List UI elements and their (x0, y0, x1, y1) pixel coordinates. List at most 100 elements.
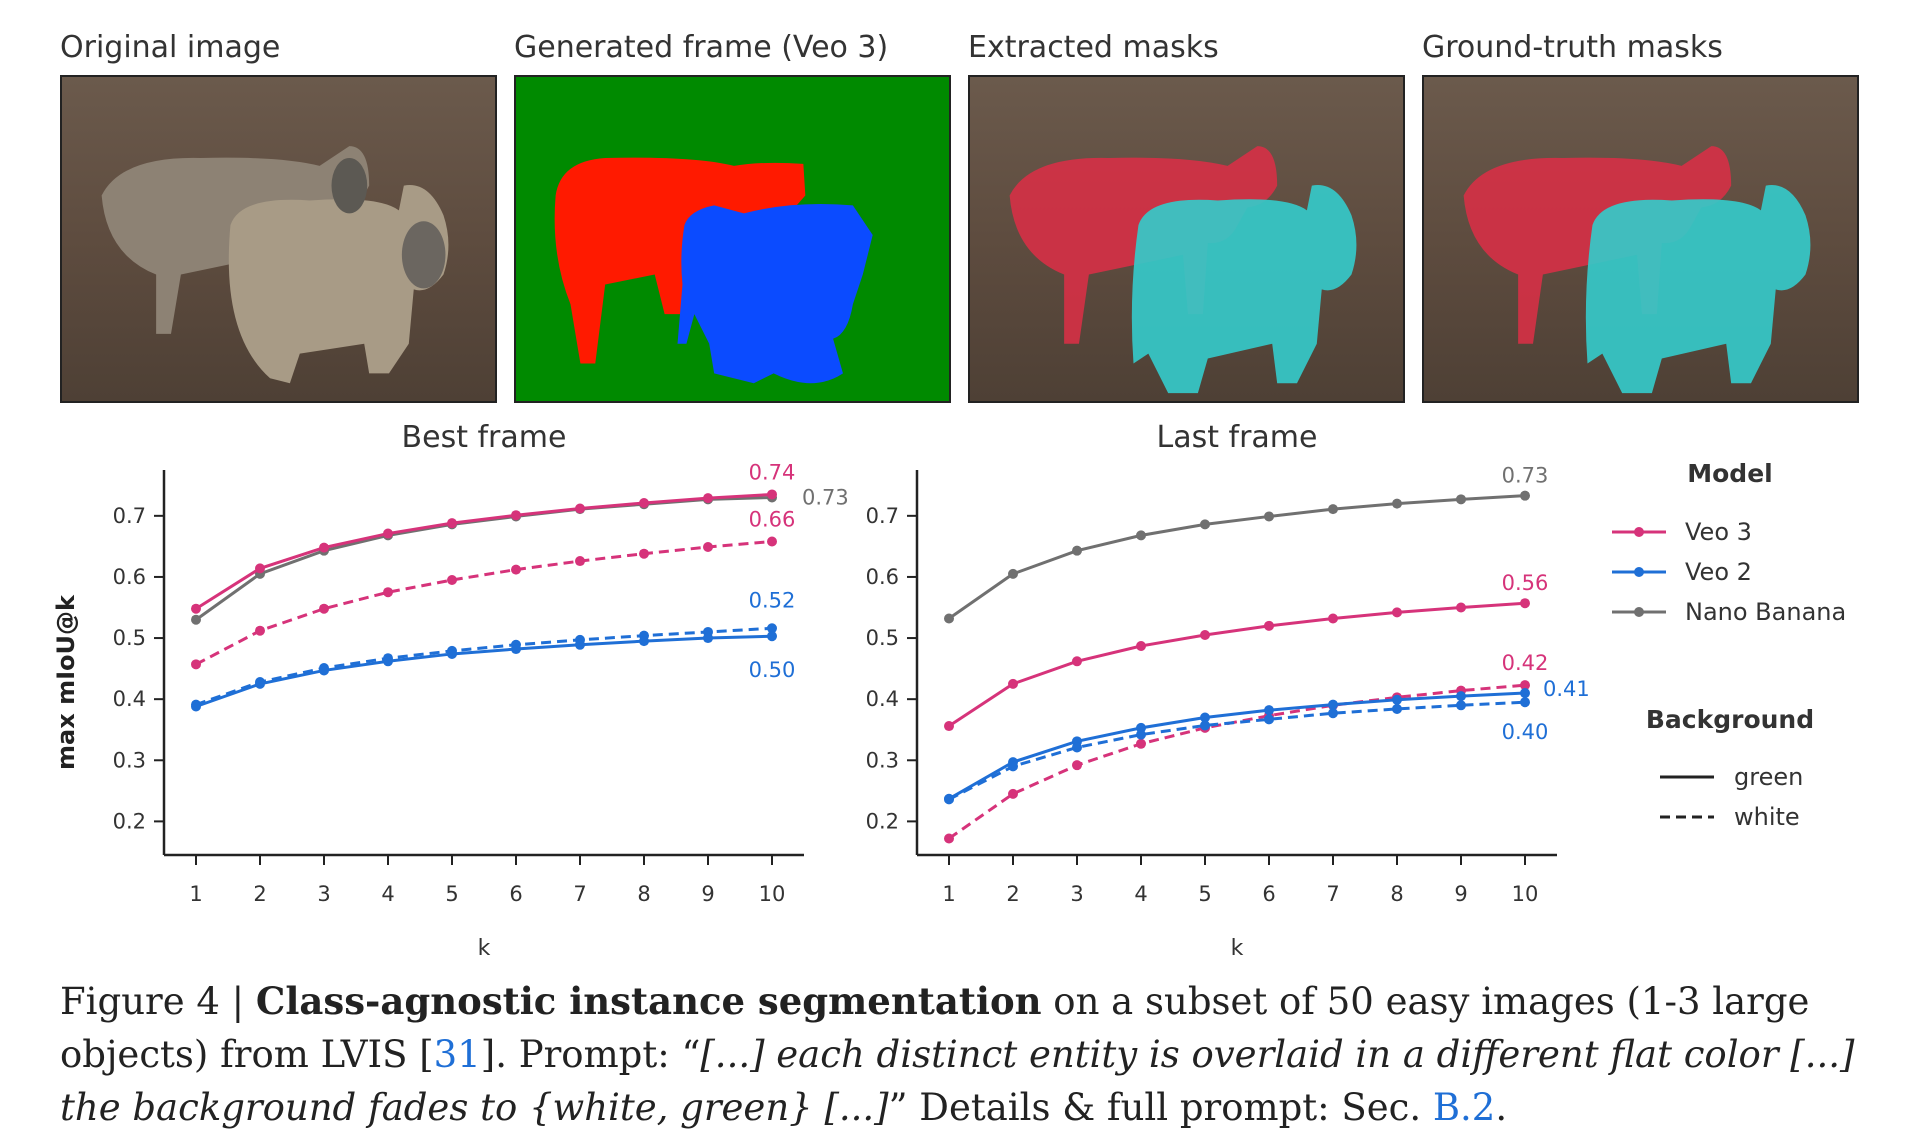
data-point (703, 542, 713, 552)
data-point (191, 659, 201, 670)
data-point (319, 542, 329, 553)
series-line (948, 494, 1526, 620)
series-line (195, 492, 773, 610)
data-point (639, 498, 649, 508)
y-tick-label: 0.4 (866, 687, 899, 711)
x-tick-label: 6 (1262, 882, 1275, 906)
data-point (511, 510, 521, 521)
x-axis-label: k (1231, 936, 1244, 960)
ground-truth-masks (1422, 75, 1859, 403)
data-point (1328, 504, 1338, 515)
data-point (575, 639, 585, 650)
data-point (1264, 620, 1274, 631)
data-point (255, 625, 265, 636)
x-tick-label: 5 (1198, 882, 1211, 906)
caption-text: ]. Prompt: “ (480, 1033, 701, 1076)
data-point (1200, 519, 1210, 530)
data-point (1392, 703, 1402, 714)
y-tick-label: 0.7 (866, 504, 899, 528)
caption-ref-link[interactable]: 31 (433, 1033, 481, 1076)
data-point (447, 518, 457, 529)
data-point (1008, 761, 1018, 772)
legend-marker (1634, 527, 1644, 537)
x-tick-label: 9 (1454, 882, 1467, 906)
data-point (1072, 545, 1082, 556)
data-point (191, 701, 201, 712)
x-tick-label: 8 (637, 882, 650, 906)
x-tick-label: 1 (942, 882, 955, 906)
data-point (639, 548, 649, 559)
data-point (767, 631, 777, 642)
data-point (944, 833, 954, 844)
data-point (447, 575, 457, 585)
caption-text: ” Details & full prompt: Sec. (888, 1086, 1433, 1129)
x-tick-label: 10 (1512, 882, 1539, 906)
chart-title-last-frame: Last frame (1156, 420, 1318, 455)
series-line (948, 700, 1526, 801)
data-point (1136, 641, 1146, 651)
data-point (511, 564, 521, 575)
end-value-label: 0.50 (749, 658, 796, 682)
end-value-label: 0.73 (802, 486, 849, 510)
extracted-masks (968, 75, 1405, 403)
end-value-label: 0.56 (1502, 571, 1549, 595)
data-point (1520, 680, 1530, 691)
x-tick-label: 9 (701, 882, 714, 906)
data-point (1456, 494, 1466, 505)
legend-background-title: Background (1646, 705, 1814, 734)
x-tick-label: 3 (317, 882, 330, 906)
data-point (1200, 712, 1210, 723)
original-image (60, 75, 497, 403)
y-tick-label: 0.3 (113, 748, 146, 772)
data-point (1008, 568, 1018, 579)
x-tick-label: 2 (253, 882, 266, 906)
figure-caption: Figure 4 | Class-agnostic instance segme… (60, 975, 1875, 1134)
data-point (1328, 699, 1338, 710)
data-point (944, 613, 954, 624)
x-tick-label: 1 (189, 882, 202, 906)
y-tick-label: 0.5 (113, 626, 146, 650)
data-point (447, 648, 457, 659)
data-point (1136, 530, 1146, 541)
y-tick-label: 0.6 (113, 565, 146, 589)
caption-bold-title: Class-agnostic instance segmentation (255, 979, 1042, 1023)
data-point (1264, 705, 1274, 716)
data-point (703, 633, 713, 644)
data-point (944, 721, 954, 732)
data-point (639, 636, 649, 647)
end-value-label: 0.52 (749, 588, 796, 612)
data-point (255, 563, 265, 574)
data-point (1456, 700, 1466, 711)
series-line (948, 683, 1526, 840)
data-point (1200, 720, 1210, 731)
series-line (948, 601, 1526, 728)
data-point (575, 503, 585, 514)
y-tick-label: 0.3 (866, 748, 899, 772)
legend-label: Veo 2 (1685, 558, 1752, 586)
legend-label: Veo 3 (1685, 518, 1752, 546)
y-tick-label: 0.2 (113, 809, 146, 833)
data-point (1264, 714, 1274, 725)
caption-text: . (1495, 1086, 1508, 1129)
legend-label: green (1734, 763, 1803, 791)
x-tick-label: 10 (759, 882, 786, 906)
data-point (1456, 602, 1466, 613)
data-point (319, 603, 329, 614)
end-value-label: 0.66 (749, 508, 796, 532)
data-point (1072, 656, 1082, 667)
data-point (767, 489, 777, 500)
x-tick-label: 4 (381, 882, 394, 906)
data-point (1136, 729, 1146, 740)
caption-section-link[interactable]: B.2 (1432, 1086, 1496, 1129)
x-tick-label: 4 (1134, 882, 1147, 906)
caption-text: on a subset of 50 easy images (1-3 large… (60, 980, 1810, 1076)
series-line (195, 634, 773, 708)
data-point (1392, 498, 1402, 509)
x-tick-label: 5 (445, 882, 458, 906)
panel-title-ground-truth: Ground-truth masks (1422, 30, 1723, 65)
x-tick-label: 2 (1006, 882, 1019, 906)
legend-marker (1634, 567, 1644, 577)
legend-model-title: Model (1687, 459, 1772, 488)
data-point (767, 536, 777, 547)
data-point (383, 587, 393, 598)
